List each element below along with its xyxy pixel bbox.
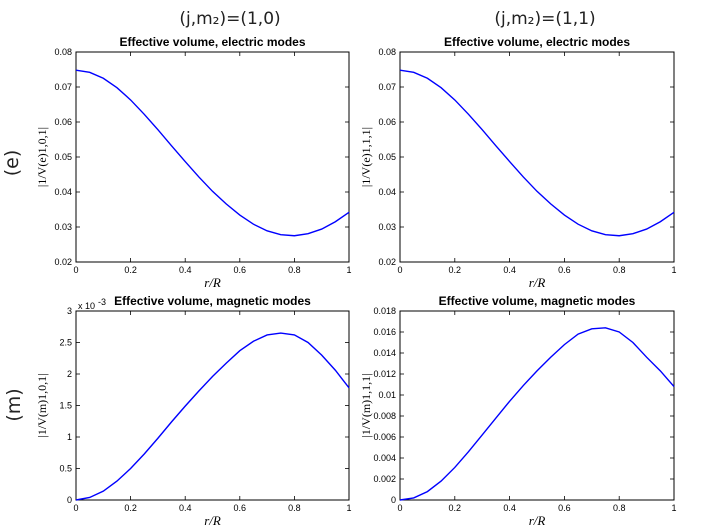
y-tick-label: 0.012 <box>373 369 396 379</box>
y-tick-label: 0 <box>391 495 396 505</box>
x-tick-label: 0.8 <box>613 503 626 513</box>
y-tick-label: 0.01 <box>378 390 396 400</box>
x-tick-label: 1 <box>671 503 676 513</box>
y-tick-label: 3 <box>67 306 72 316</box>
series-line <box>399 69 675 237</box>
y-tick-label: 0.05 <box>378 152 396 162</box>
row-label-electric: (e) <box>1 150 23 177</box>
x-axis-label: r/R <box>529 513 546 527</box>
x-tick-label: 0.2 <box>124 503 137 513</box>
y-tick-label: 0.004 <box>373 453 396 463</box>
plot-area <box>75 310 350 501</box>
x-tick-label: 1 <box>346 265 351 275</box>
y-tick-label: 0.06 <box>54 117 72 127</box>
y-tick-label: 1.5 <box>59 401 72 411</box>
y-tick-label: 0.03 <box>378 222 396 232</box>
chart-panel-2: Effective volume, electric modes 0 0.2 0.4 0… <box>359 35 677 290</box>
x-tick-label: 0.6 <box>558 503 571 513</box>
x-tick-label: 0.4 <box>503 503 516 513</box>
y-tick-label: 1 <box>67 432 72 442</box>
x-tick-label: 0.6 <box>558 265 571 275</box>
y-tick-label: 0.04 <box>378 187 396 197</box>
y-tick-label: 2.5 <box>59 338 72 348</box>
row-label-magnetic: (m) <box>3 388 25 421</box>
y-tick-label: 0.006 <box>373 432 396 442</box>
y-tick-label: 0.04 <box>54 187 72 197</box>
y-tick-label: 0.008 <box>373 411 396 421</box>
x-axis-label: r/R <box>204 513 221 527</box>
x-tick-label: 0 <box>73 503 78 513</box>
y-axis-label: |1/V(m)1,0,1| <box>35 373 49 437</box>
x-tick-label: 0 <box>397 265 402 275</box>
x-tick-label: 0.4 <box>503 265 516 275</box>
x-tick-label: 0.8 <box>613 265 626 275</box>
plot-area <box>75 51 350 263</box>
plot-area <box>399 310 675 501</box>
y-tick-label: 0.06 <box>378 117 396 127</box>
x-tick-label: 0.8 <box>288 503 301 513</box>
y-tick-label: 0.016 <box>373 327 396 337</box>
y-axis-label: |1/V(e)1,0,1| <box>35 127 49 187</box>
series-line <box>75 332 350 501</box>
x-tick-label: 0 <box>73 265 78 275</box>
y-tick-label: 0 <box>67 495 72 505</box>
y-multiplier: x 10 <box>78 301 95 311</box>
x-tick-label: 0.2 <box>124 265 137 275</box>
y-tick-label: 0.02 <box>378 257 396 267</box>
y-axis-label: |1/V(e)1,1,1| <box>359 127 373 187</box>
y-tick-label: 0.05 <box>54 152 72 162</box>
chart-panel-3: Effective volume, magnetic modes 0 0.2 0.4 0… <box>35 294 352 527</box>
x-tick-label: 1 <box>671 265 676 275</box>
y-tick-label: 0.014 <box>373 348 396 358</box>
y-axis-label: |1/V(m)1,1,1| <box>359 373 373 437</box>
series-line <box>75 69 350 237</box>
x-axis-label: r/R <box>529 275 546 290</box>
column-header-right: (j,m₂)=(1,1) <box>494 9 595 29</box>
chart-panel-1: Effective volume, electric modes 0 0.2 0.4 0… <box>35 35 352 290</box>
x-tick-label: 0.4 <box>179 265 192 275</box>
chart-panel-4: Effective volume, magnetic modes 0 0.2 0.4 0… <box>359 294 677 527</box>
y-tick-label: 0.5 <box>59 464 72 474</box>
plot-area <box>399 51 675 263</box>
y-tick-label: 0.07 <box>378 82 396 92</box>
x-tick-label: 0.6 <box>234 265 247 275</box>
chart-title: Effective volume, magnetic modes <box>114 294 311 308</box>
y-tick-label: 0.08 <box>378 47 396 57</box>
y-exponent: -3 <box>98 297 106 307</box>
y-tick-label: 2 <box>67 369 72 379</box>
x-tick-label: 0.4 <box>179 503 192 513</box>
y-tick-label: 0.08 <box>54 47 72 57</box>
chart-title: Effective volume, electric modes <box>444 35 630 49</box>
x-tick-label: 0 <box>397 503 402 513</box>
y-tick-label: 0.02 <box>54 257 72 267</box>
y-tick-label: 0.002 <box>373 474 396 484</box>
series-line <box>399 327 675 501</box>
x-tick-label: 0.6 <box>234 503 247 513</box>
column-header-left: (j,m₂)=(1,0) <box>179 9 280 29</box>
x-tick-label: 1 <box>346 503 351 513</box>
x-tick-label: 0.2 <box>449 265 462 275</box>
chart-title: Effective volume, electric modes <box>119 35 305 49</box>
x-tick-label: 0.8 <box>288 265 301 275</box>
x-axis-label: r/R <box>204 275 221 290</box>
y-tick-label: 0.018 <box>373 306 396 316</box>
y-tick-label: 0.07 <box>54 82 72 92</box>
chart-title: Effective volume, magnetic modes <box>439 294 636 308</box>
x-tick-label: 0.2 <box>449 503 462 513</box>
y-tick-label: 0.03 <box>54 222 72 232</box>
